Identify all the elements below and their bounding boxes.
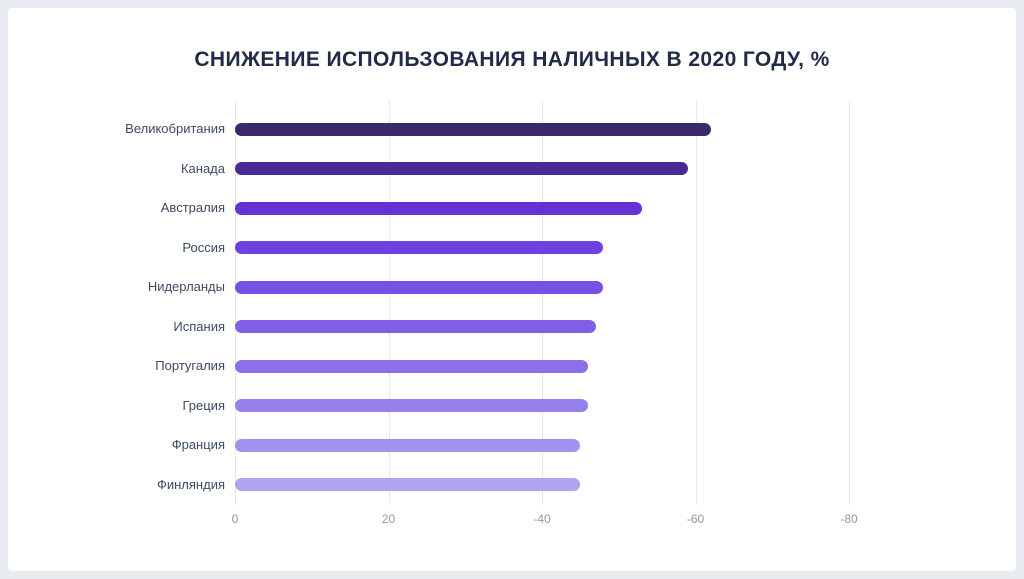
category-label: Австралия	[160, 200, 225, 215]
bar-Нидерланды	[235, 280, 604, 294]
bar-Россия	[235, 241, 604, 254]
category-label: Финляндия	[156, 476, 225, 492]
bar-Финляндия	[235, 478, 581, 491]
category-label: Канада	[180, 160, 225, 176]
x-axis-tick-label: -40	[533, 512, 551, 526]
x-axis-tick-label: 0	[231, 512, 239, 526]
gridline	[388, 100, 390, 505]
gridline	[849, 100, 850, 505]
category-label: Греция	[182, 397, 225, 413]
category-label: Португалия	[155, 358, 225, 373]
bar-Австралия	[235, 201, 642, 215]
category-label: Россия	[182, 239, 225, 255]
bar-Канада	[235, 162, 688, 175]
bar-Великобритания	[235, 122, 711, 136]
gridline	[542, 100, 543, 505]
category-label: Испания	[173, 318, 225, 334]
category-label: Франция	[171, 437, 225, 452]
bar-Испания	[235, 320, 596, 333]
gridline	[695, 100, 697, 505]
bar-Франция	[235, 438, 581, 452]
plot-area: 0 20 -40 -60 -80 Великобритания Канада Австрали…	[8, 8, 1016, 571]
chart-card: СНИЖЕНИЕ ИСПОЛЬЗОВАНИЯ НАЛИЧНЫХ В 2020 Г…	[8, 8, 1016, 571]
category-label: Нидерланды	[147, 279, 225, 294]
x-axis-tick-label: -80	[840, 512, 858, 526]
x-axis-tick-label: -60	[686, 512, 705, 526]
bar-Португалия	[235, 359, 589, 373]
chart-title: СНИЖЕНИЕ ИСПОЛЬЗОВАНИЯ НАЛИЧНЫХ В 2020 Г…	[194, 48, 830, 71]
x-axis-tick-label: 20	[381, 512, 396, 526]
category-label: Великобритания	[125, 121, 225, 136]
gridline	[235, 100, 236, 505]
bar-Греция	[235, 399, 589, 412]
